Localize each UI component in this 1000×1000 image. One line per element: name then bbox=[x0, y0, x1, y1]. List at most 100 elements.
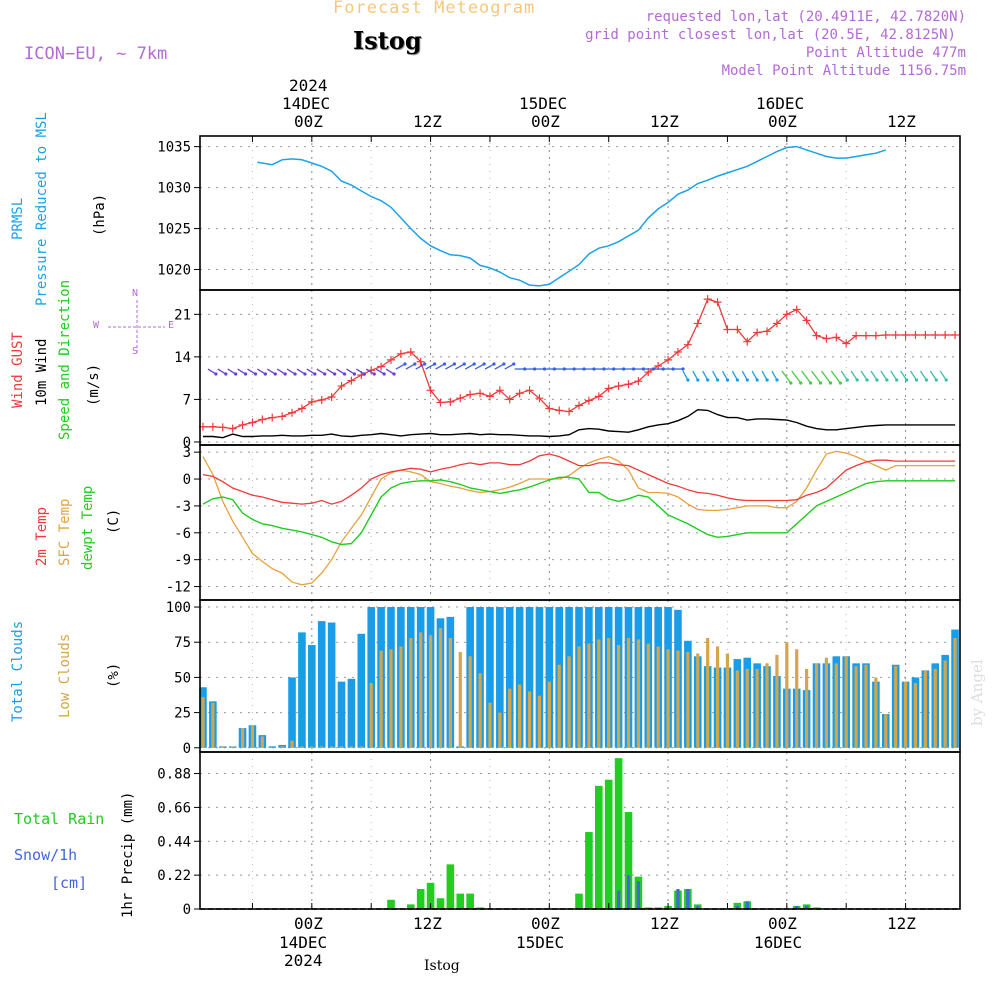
gust-marker bbox=[555, 406, 564, 415]
gust-marker bbox=[584, 396, 593, 405]
total-clouds-bar bbox=[505, 607, 514, 748]
rain-bar bbox=[436, 898, 445, 909]
wind-direction-arrow bbox=[860, 370, 868, 381]
total-clouds-bar bbox=[298, 632, 306, 748]
low-clouds-bar bbox=[785, 642, 789, 748]
total-clouds-bar bbox=[288, 677, 296, 748]
wind-direction-arrowhead bbox=[885, 378, 889, 382]
gust-marker bbox=[772, 319, 781, 328]
location-title: Istog bbox=[353, 26, 422, 55]
low-clouds-bar bbox=[567, 656, 571, 748]
total-rain-label: Total Rain bbox=[14, 810, 105, 828]
gust-marker bbox=[951, 330, 960, 339]
wind-direction-arrow bbox=[811, 370, 822, 384]
low-clouds-bar bbox=[676, 650, 680, 748]
low-clouds-bar bbox=[854, 666, 858, 748]
top-tick-00z-1: 00Z bbox=[294, 112, 323, 131]
wind-direction-arrow bbox=[692, 370, 699, 381]
bottom-tick-00z-1: 00Z bbox=[294, 914, 323, 933]
wind-direction-arrowhead bbox=[818, 381, 823, 385]
gust-marker bbox=[396, 349, 405, 358]
low-clouds-bar bbox=[943, 660, 947, 748]
bottom-tick-12z-3: 12Z bbox=[887, 914, 916, 933]
total-clouds-bar bbox=[525, 607, 534, 748]
low-clouds-bar bbox=[211, 702, 215, 748]
wind-direction-arrowhead bbox=[303, 372, 307, 376]
rain-bar bbox=[387, 899, 395, 909]
wind-direction-arrow bbox=[435, 363, 445, 370]
wind-direction-arrow bbox=[830, 370, 841, 384]
bottom-date-14dec: 14DEC bbox=[279, 933, 328, 952]
wind-direction-arrowhead bbox=[775, 378, 779, 382]
prmsl-series-line bbox=[257, 145, 887, 287]
top-year: 2024 bbox=[289, 76, 328, 95]
wind-direction-arrowhead bbox=[403, 362, 407, 366]
low-clouds-bar bbox=[280, 746, 284, 748]
snow-label: Snow/1h bbox=[14, 846, 78, 864]
wind-direction-arrowhead bbox=[799, 381, 803, 385]
wind-direction-arrowhead bbox=[244, 372, 248, 376]
low-clouds-bar bbox=[656, 646, 660, 748]
rain-bar bbox=[446, 864, 455, 909]
low-clouds-bar bbox=[686, 652, 690, 748]
wind-direction-arrow bbox=[791, 370, 802, 384]
total-clouds-bar bbox=[317, 621, 326, 748]
low-clouds-bar bbox=[221, 746, 225, 748]
y-tick-label: 0 bbox=[183, 472, 191, 488]
gust-marker bbox=[842, 339, 851, 348]
wind-direction-arrowhead bbox=[482, 362, 486, 366]
wind-direction-arrow bbox=[474, 363, 485, 370]
panel-frame bbox=[199, 751, 961, 910]
dewpt-series-line bbox=[202, 476, 956, 546]
wind-direction-arrowhead bbox=[681, 367, 685, 371]
low-clouds-bar bbox=[478, 673, 482, 748]
wind-direction-arrow bbox=[890, 370, 898, 381]
low-clouds-bar bbox=[290, 740, 294, 748]
low-clouds-bar bbox=[260, 736, 264, 748]
y-tick-label: -9 bbox=[174, 553, 191, 569]
wind-direction-arrow bbox=[712, 370, 719, 381]
wind-direction-arrowhead bbox=[838, 381, 842, 385]
gust-marker bbox=[763, 327, 772, 336]
gust-marker bbox=[723, 325, 732, 334]
low-clouds-bar bbox=[557, 664, 561, 748]
low-clouds-bar bbox=[320, 746, 324, 748]
wind-direction-arrowhead bbox=[472, 362, 476, 366]
gust-marker bbox=[288, 408, 297, 417]
wind-direction-arrowhead bbox=[352, 372, 357, 376]
y-tick-label: -3 bbox=[174, 499, 191, 515]
low-clouds-bar bbox=[725, 653, 730, 748]
low-clouds-bar bbox=[953, 638, 957, 748]
low-clouds-bar bbox=[745, 668, 749, 748]
total-clouds-bar bbox=[486, 607, 494, 748]
low-clouds-bar bbox=[706, 638, 710, 748]
gust-marker bbox=[664, 355, 673, 364]
point-altitude: Point Altitude 477m bbox=[805, 45, 966, 61]
gust-marker bbox=[782, 310, 791, 319]
gust-marker bbox=[485, 392, 494, 401]
low-clouds-bar bbox=[824, 657, 829, 748]
rain-bar bbox=[604, 779, 613, 909]
gust-marker bbox=[792, 305, 801, 314]
low-clouds-bar bbox=[349, 746, 354, 748]
y-tick-label: 0 bbox=[183, 902, 191, 918]
low-clouds-bar bbox=[607, 638, 611, 748]
top-tick-12z-2: 12Z bbox=[650, 112, 679, 131]
low-clouds-bar bbox=[884, 714, 888, 748]
gust-marker bbox=[881, 330, 890, 339]
wind-direction-arrow bbox=[850, 370, 858, 381]
y-tick-label: 100 bbox=[166, 600, 191, 616]
wind-direction-arrowhead bbox=[696, 378, 700, 382]
low-clouds-bar bbox=[844, 656, 848, 748]
gust-marker bbox=[426, 386, 435, 395]
wind-direction-arrowhead bbox=[452, 362, 457, 366]
bottom-tick-00z-3: 00Z bbox=[768, 914, 797, 933]
wind-direction-arrowhead bbox=[293, 372, 297, 376]
gust-marker bbox=[228, 424, 237, 433]
wind-direction-arrow bbox=[870, 370, 878, 381]
compass-e: E bbox=[168, 320, 175, 331]
low-clouds-bar bbox=[369, 683, 373, 748]
low-clouds-bar bbox=[419, 632, 423, 748]
cm-label: [cm] bbox=[51, 874, 88, 892]
